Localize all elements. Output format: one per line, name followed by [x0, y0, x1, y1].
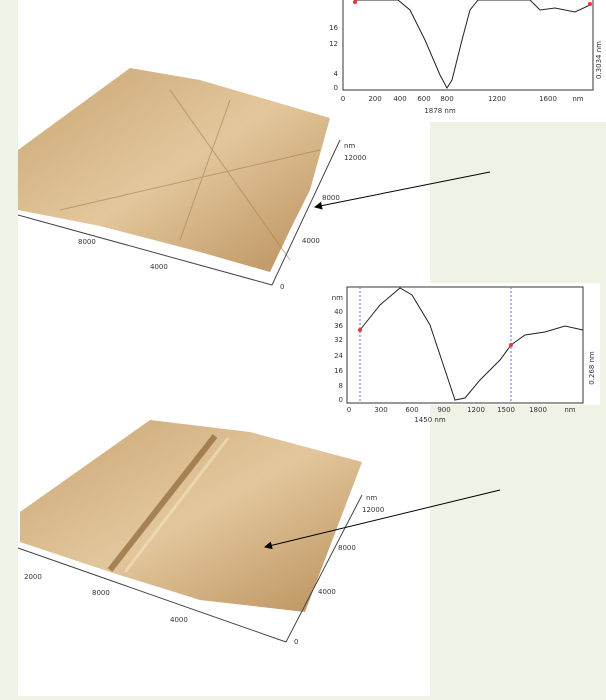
axis-label: 2000 — [24, 573, 42, 581]
y-tick-label: 16 — [329, 24, 338, 32]
axis-label: nm — [344, 142, 355, 150]
axis-label: 8000 — [92, 589, 110, 597]
axis-label: 12000 — [344, 154, 366, 162]
y-caption: 0.268 nm — [588, 351, 596, 385]
axis-label: 0 — [294, 638, 298, 646]
x-tick-label: 0 — [341, 95, 345, 103]
x-tick-label: 900 — [437, 406, 450, 414]
y-tick-label: 40 — [334, 308, 343, 316]
y-tick-label: 32 — [334, 336, 343, 344]
axis-label: 8000 — [338, 544, 356, 552]
profile-box — [325, 283, 600, 405]
x-tick-label: 0 — [347, 406, 351, 414]
marker — [509, 343, 513, 347]
page: {"profile_top": {"y_labels": ["16", "12"… — [0, 0, 606, 700]
marker — [353, 0, 357, 4]
y-tick-label: 24 — [334, 352, 343, 360]
y-tick-label: 12 — [329, 40, 338, 48]
x-tick-label: 1600 — [539, 95, 557, 103]
axis-label: 4000 — [150, 263, 168, 271]
axis-label: 8000 — [78, 238, 96, 246]
x-tick-label: 200 — [368, 95, 381, 103]
profile-bottom: nm 40 36 32 24 16 8 0 0 300 600 900 1200… — [325, 283, 600, 424]
y-tick-label: 16 — [334, 367, 343, 375]
figure: 16 12 4 0 0 200 400 600 800 1200 1600 nm… — [0, 0, 606, 696]
axis-label: 12000 — [362, 506, 384, 514]
x-tick-label: 1800 — [529, 406, 547, 414]
y-tick-label: 0 — [334, 84, 338, 92]
axis-label: 4000 — [318, 588, 336, 596]
x-tick-label: nm — [572, 95, 583, 103]
marker — [358, 328, 362, 332]
profile-box — [325, 0, 606, 122]
x-tick-label: 800 — [440, 95, 453, 103]
marker — [588, 2, 592, 6]
x-caption: 1878 nm — [424, 107, 455, 115]
axis-label: 0 — [280, 283, 284, 291]
x-tick-label: 300 — [374, 406, 387, 414]
y-tick-label: 4 — [334, 70, 339, 78]
y-tick-label: nm — [332, 294, 343, 302]
axis-label: 4000 — [302, 237, 320, 245]
axis-label: nm — [366, 494, 377, 502]
x-tick-label: 1200 — [467, 406, 485, 414]
axis-label: 8000 — [322, 194, 340, 202]
x-tick-label: 400 — [393, 95, 406, 103]
y-tick-label: 36 — [334, 322, 343, 330]
x-tick-label: 1500 — [497, 406, 515, 414]
y-tick-label: 0 — [339, 396, 343, 404]
x-tick-label: nm — [564, 406, 575, 414]
x-tick-label: 600 — [417, 95, 430, 103]
y-caption: 0.3034 nm — [595, 41, 603, 79]
profile-top: 16 12 4 0 0 200 400 600 800 1200 1600 nm… — [325, 0, 606, 122]
x-tick-label: 1200 — [488, 95, 506, 103]
y-tick-label: 8 — [339, 382, 343, 390]
axis-label: 4000 — [170, 616, 188, 624]
x-tick-label: 600 — [405, 406, 418, 414]
x-caption: 1450 nm — [414, 416, 445, 424]
